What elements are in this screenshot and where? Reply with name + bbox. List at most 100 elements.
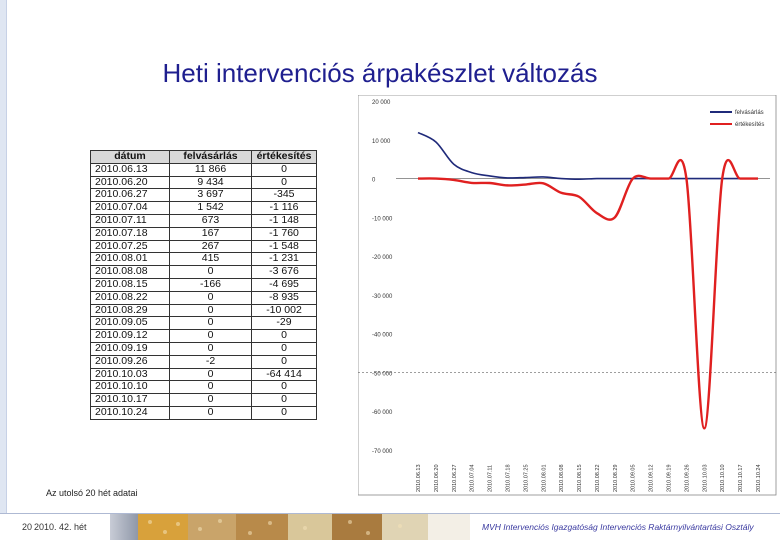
table-row: 2010.08.01 415 -1 231 xyxy=(90,252,317,267)
cell-purchase: 9 434 xyxy=(169,175,252,190)
cell-sales: -29 xyxy=(251,316,317,331)
cell-date: 2010.08.22 xyxy=(90,290,170,305)
cell-purchase: 673 xyxy=(169,213,252,228)
cell-purchase: 0 xyxy=(169,316,252,331)
cell-sales: -1 548 xyxy=(251,239,317,254)
x-tick-label: 2010.08.08 xyxy=(559,464,565,492)
cell-sales: 0 xyxy=(251,405,317,420)
cell-sales: -1 116 xyxy=(251,201,317,215)
y-tick-label: -20 000 xyxy=(372,255,393,261)
cell-date: 2010.06.27 xyxy=(90,188,170,203)
cell-date: 2010.07.11 xyxy=(90,213,170,228)
cell-sales: -10 002 xyxy=(251,303,317,318)
table-row: 2010.08.15 -166 -4 695 xyxy=(90,277,317,292)
line-chart: 20 000 10 000 0 -10 000 -20 000 -30 000 -40 00… xyxy=(358,95,777,496)
cell-purchase: 3 697 xyxy=(169,188,252,203)
cell-date: 2010.10.24 xyxy=(90,405,170,420)
cell-purchase: 0 xyxy=(169,393,252,407)
x-tick-label: 2010.09.19 xyxy=(667,464,673,492)
left-accent-line xyxy=(6,0,7,540)
cell-sales: -3 676 xyxy=(251,265,317,279)
cell-sales: -4 695 xyxy=(251,277,317,292)
table-row: 2010.09.05 0 -29 xyxy=(90,316,317,331)
y-tick-label: -40 000 xyxy=(372,333,393,339)
y-tick-label: -30 000 xyxy=(372,294,393,300)
y-tick-label: -10 000 xyxy=(372,216,393,222)
cell-sales: -345 xyxy=(251,188,317,203)
table-row: 2010.06.20 9 434 0 xyxy=(90,175,317,190)
table-row: 2010.07.18 167 -1 760 xyxy=(90,226,317,241)
x-tick-label: 2010.08.15 xyxy=(577,464,583,492)
cell-date: 2010.06.13 xyxy=(90,162,170,177)
cell-date: 2010.07.04 xyxy=(90,201,170,215)
x-tick-label: 2010.09.26 xyxy=(684,464,690,492)
cell-date: 2010.07.25 xyxy=(90,239,170,254)
x-tick-label: 2010.07.11 xyxy=(488,465,494,492)
x-tick-label: 2010.10.24 xyxy=(756,464,762,492)
cell-sales: -1 760 xyxy=(251,226,317,241)
y-tick-label: 10 000 xyxy=(372,139,391,145)
x-tick-label: 2010.09.05 xyxy=(631,464,637,492)
cell-date: 2010.09.19 xyxy=(90,341,170,356)
table-row: 2010.07.25 267 -1 548 xyxy=(90,239,317,254)
y-tick-label: 0 xyxy=(372,178,376,184)
legend-label: felvásárlás xyxy=(735,110,764,116)
y-tick-label: -70 000 xyxy=(372,449,393,455)
cell-date: 2010.08.29 xyxy=(90,303,170,318)
cell-sales: -8 935 xyxy=(251,290,317,305)
header-sales: értékesítés xyxy=(251,150,317,164)
y-tick-label: -60 000 xyxy=(372,410,393,416)
cell-purchase: -2 xyxy=(169,354,252,369)
table-row: 2010.06.27 3 697 -345 xyxy=(90,188,317,203)
week-label: 2010. 42. hét xyxy=(34,522,87,532)
cell-date: 2010.08.15 xyxy=(90,277,170,292)
cell-purchase: 0 xyxy=(169,380,252,395)
x-tick-label: 2010.07.04 xyxy=(470,464,476,492)
cell-purchase: 0 xyxy=(169,405,252,420)
cell-date: 2010.09.05 xyxy=(90,316,170,331)
left-accent-bar xyxy=(0,0,6,540)
page-title: Heti intervenciós árpakészlet változás xyxy=(162,58,598,88)
table-header-row: dátum felvásárlás értékesítés xyxy=(90,150,317,164)
cell-sales: -64 414 xyxy=(251,367,317,382)
note-last-20-weeks: Az utolsó 20 hét adatai xyxy=(46,488,138,498)
cell-purchase: 11 866 xyxy=(169,162,252,177)
y-tick-label: -50 000 xyxy=(372,371,393,377)
header-date: dátum xyxy=(90,150,170,164)
page-number: 20 xyxy=(22,522,33,532)
x-tick-label: 2010.08.01 xyxy=(541,464,547,492)
cell-sales: 0 xyxy=(251,341,317,356)
x-tick-label: 2010.06.20 xyxy=(434,464,440,492)
cell-date: 2010.10.03 xyxy=(90,367,170,382)
cell-sales: 0 xyxy=(251,380,317,395)
cell-purchase: 0 xyxy=(169,303,252,318)
cell-sales: 0 xyxy=(251,175,317,190)
x-tick-label: 2010.09.12 xyxy=(649,464,655,492)
cell-sales: 0 xyxy=(251,162,317,177)
cell-date: 2010.10.10 xyxy=(90,380,170,395)
series-line-felvasarlas xyxy=(417,131,758,180)
x-tick-label: 2010.06.13 xyxy=(416,464,422,492)
x-tick-label: 2010.10.10 xyxy=(720,464,726,492)
department-name: MVH Intervenciós Igazgatóság Intervenció… xyxy=(482,522,754,532)
table-row: 2010.09.19 0 0 xyxy=(90,341,317,356)
cell-date: 2010.08.08 xyxy=(90,265,170,279)
table-row: 2010.07.11 673 -1 148 xyxy=(90,213,317,228)
cell-date: 2010.09.12 xyxy=(90,329,170,343)
table-row: 2010.09.26 -2 0 xyxy=(90,354,317,369)
cell-sales: -1 231 xyxy=(251,252,317,267)
table-row: 2010.06.13 11 866 0 xyxy=(90,162,317,177)
x-tick-label: 2010.08.29 xyxy=(613,464,619,492)
table-row: 2010.08.29 0 -10 002 xyxy=(90,303,317,318)
cell-purchase: 415 xyxy=(169,252,252,267)
cell-purchase: -166 xyxy=(169,277,252,292)
cell-purchase: 267 xyxy=(169,239,252,254)
data-table: dátum felvásárlás értékesítés 2010.06.13… xyxy=(90,150,317,420)
table-row: 2010.07.04 1 542 -1 116 xyxy=(90,201,317,215)
cell-purchase: 0 xyxy=(169,329,252,343)
cell-purchase: 0 xyxy=(169,265,252,279)
x-tick-label: 2010.10.03 xyxy=(702,464,708,492)
cell-purchase: 1 542 xyxy=(169,201,252,215)
cell-purchase: 0 xyxy=(169,341,252,356)
table-row: 2010.10.24 0 0 xyxy=(90,405,317,420)
